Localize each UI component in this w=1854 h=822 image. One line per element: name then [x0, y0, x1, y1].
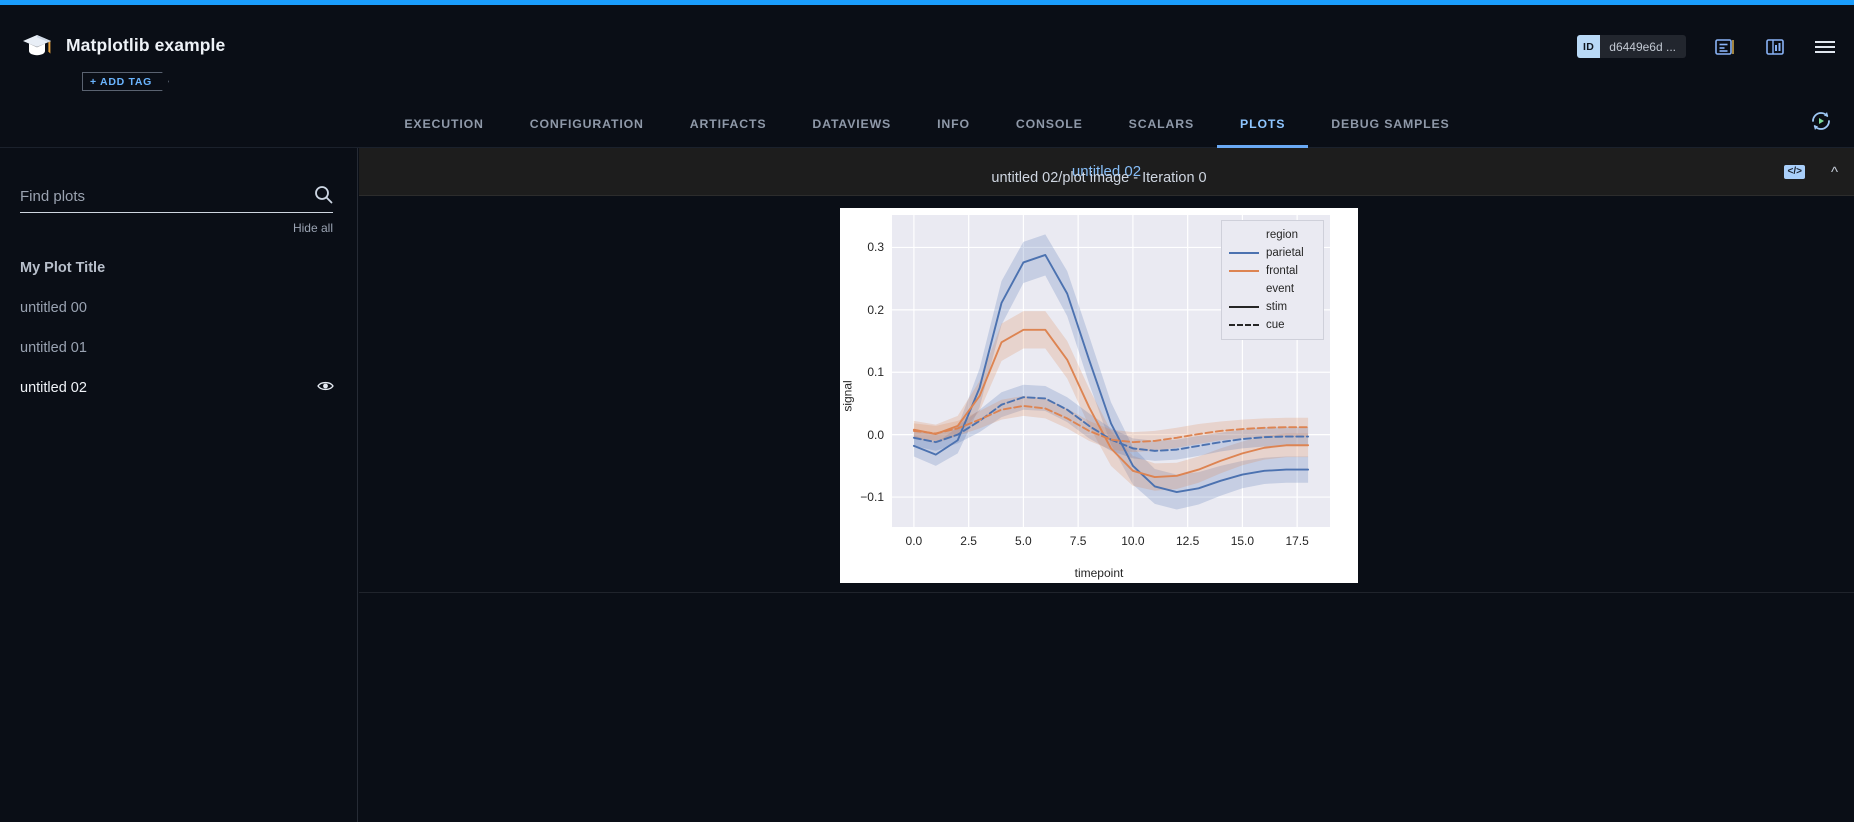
- chart-title: untitled 02/plot image - Iteration 0: [991, 170, 1207, 186]
- tab-configuration[interactable]: CONFIGURATION: [529, 117, 644, 131]
- add-tag-label: + ADD TAG: [90, 75, 153, 88]
- legend-label: event: [1266, 282, 1295, 295]
- task-id-chip[interactable]: ID d6449e6d ...: [1576, 35, 1686, 58]
- chevron-up-icon[interactable]: ^: [1830, 163, 1838, 181]
- y-tick-label: −0.1: [860, 490, 884, 505]
- top-accent-strip: [0, 0, 1854, 5]
- sidebar-item-label: untitled 02: [20, 380, 87, 396]
- legend-item: parietal: [1229, 244, 1314, 261]
- legend-label: parietal: [1266, 246, 1304, 259]
- tab-console[interactable]: CONSOLE: [1015, 117, 1083, 131]
- legend-swatch: [1229, 305, 1259, 308]
- sidebar-item-untitled-02[interactable]: untitled 02: [0, 368, 358, 408]
- y-tick-label: 0.2: [867, 302, 884, 317]
- tab-debug-samples[interactable]: DEBUG SAMPLES: [1331, 117, 1450, 131]
- header-actions: ID d6449e6d ...: [1576, 35, 1836, 58]
- chart-legend: region parietal frontal event stim cue: [1221, 220, 1324, 340]
- sidebar-item-my-plot-title[interactable]: My Plot Title: [0, 248, 358, 288]
- page-header: Matplotlib example + ADD TAG ID d6449e6d…: [0, 5, 1854, 97]
- chart-plot-svg: [892, 215, 1330, 527]
- legend-item: region: [1229, 226, 1314, 243]
- page-title: Matplotlib example: [66, 34, 226, 55]
- plot-panel-title: untitled 02: [1071, 163, 1142, 180]
- y-tick-label: 0.0: [867, 427, 884, 442]
- task-id-value: d6449e6d ...: [1609, 39, 1676, 54]
- plot-panel-header: untitled 02 </> ^: [359, 148, 1854, 196]
- x-tick-label: 12.5: [1175, 534, 1200, 548]
- sidebar-item-label: untitled 01: [20, 340, 87, 356]
- view-code-icon[interactable]: </>: [1784, 165, 1805, 179]
- legend-item: frontal: [1229, 262, 1314, 279]
- legend-item: cue: [1229, 316, 1314, 333]
- plots-content: untitled 02 </> ^ untitled 02/plot image…: [359, 148, 1854, 822]
- search-icon[interactable]: [314, 185, 333, 209]
- search-row: [20, 181, 333, 213]
- x-tick-label: 7.5: [1069, 534, 1087, 548]
- hamburger-menu-icon[interactable]: [1814, 36, 1836, 58]
- tab-execution[interactable]: EXECUTION: [404, 117, 484, 131]
- sidebar-item-untitled-00[interactable]: untitled 00: [0, 288, 358, 328]
- legend-label: region: [1266, 228, 1298, 241]
- graduation-cap-icon: [22, 32, 52, 58]
- add-tag-button[interactable]: + ADD TAG: [82, 72, 169, 91]
- sidebar-item-label: My Plot Title: [20, 260, 106, 276]
- tab-artifacts[interactable]: ARTIFACTS: [689, 117, 767, 131]
- x-tick-label: 2.5: [960, 534, 977, 548]
- x-tick-label: 0.0: [905, 534, 923, 548]
- legend-swatch: [1229, 251, 1259, 254]
- legend-swatch: [1229, 269, 1259, 272]
- y-tick-label: 0.3: [867, 240, 884, 255]
- y-tick-label: 0.1: [867, 365, 884, 380]
- matplotlib-figure: untitled 02/plot image - Iteration 0 sig…: [840, 170, 1358, 583]
- legend-item: stim: [1229, 298, 1314, 315]
- tab-dataviews[interactable]: DATAVIEWS: [812, 117, 892, 131]
- hide-all-button[interactable]: Hide all: [292, 221, 333, 235]
- plot-list: My Plot Title untitled 00 untitled 01 untit…: [0, 248, 358, 408]
- plots-sidebar: Hide all My Plot Title untitled 00 untitle…: [0, 148, 358, 822]
- tab-scalars[interactable]: SCALARS: [1128, 117, 1195, 131]
- legend-item: event: [1229, 280, 1314, 297]
- sidebar-item-untitled-01[interactable]: untitled 01: [0, 328, 358, 368]
- x-tick-label: 5.0: [1015, 534, 1032, 548]
- search-input[interactable]: [20, 188, 314, 205]
- legend-label: stim: [1266, 300, 1288, 313]
- sidebar-item-label: untitled 00: [20, 300, 87, 316]
- brand: Matplotlib example: [22, 32, 225, 58]
- layout-panel-icon[interactable]: [1764, 36, 1786, 58]
- legend-label: cue: [1266, 318, 1285, 331]
- legend-swatch: [1229, 323, 1259, 326]
- tab-plots[interactable]: PLOTS: [1217, 117, 1309, 148]
- chart-axes: region parietal frontal event stim cue 0.3 0.2…: [860, 215, 1330, 548]
- chart-ylabel: signal: [840, 379, 855, 412]
- log-panel-icon[interactable]: [1714, 36, 1736, 58]
- auto-refresh-icon[interactable]: [1808, 108, 1834, 134]
- task-id-key: ID: [1576, 35, 1601, 58]
- tab-info[interactable]: INFO: [937, 117, 970, 131]
- eye-icon[interactable]: [317, 380, 334, 397]
- legend-swatch: [1229, 234, 1259, 236]
- plot-area: untitled 02/plot image - Iteration 0 sig…: [359, 170, 1854, 593]
- x-tick-label: 15.0: [1230, 534, 1255, 548]
- main-tabbar: EXECUTION CONFIGURATION ARTIFACTS DATAVIEWS…: [0, 97, 1854, 148]
- legend-swatch: [1229, 288, 1259, 290]
- chart-xlabel: timepoint: [1074, 566, 1124, 580]
- x-tick-label: 10.0: [1121, 534, 1145, 548]
- x-tick-label: 17.5: [1285, 534, 1309, 548]
- plot-panel-actions: </> ^: [1784, 148, 1838, 196]
- legend-label: frontal: [1266, 264, 1298, 277]
